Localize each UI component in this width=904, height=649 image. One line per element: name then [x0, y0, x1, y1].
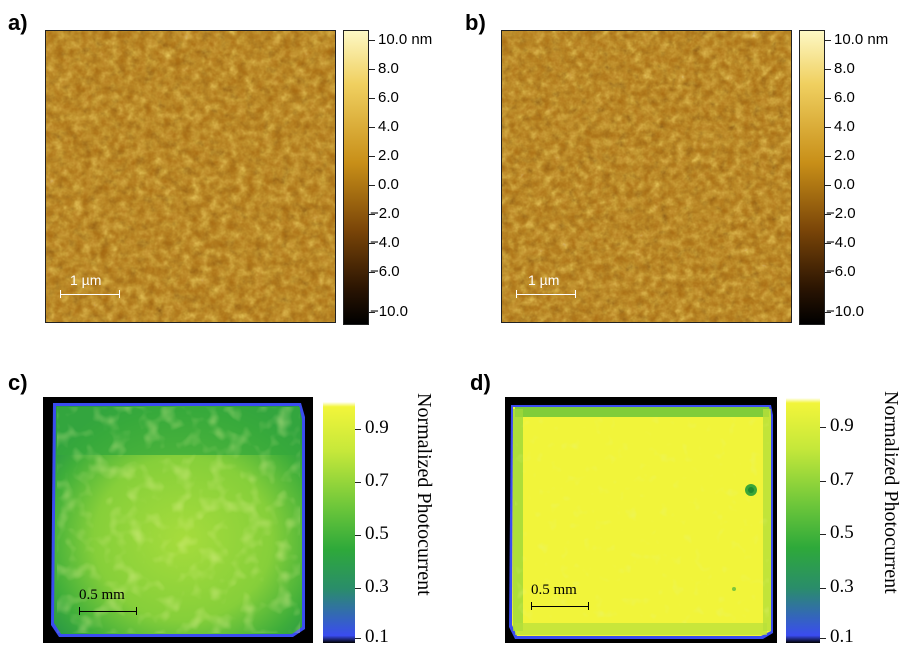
afm-tick-mark-b: [825, 127, 831, 128]
scalebar-label-c: 0.5 mm: [79, 587, 125, 603]
pc-tick-label-c: 0.3: [365, 576, 389, 597]
afm-tick-label-b: −2.0: [826, 205, 856, 222]
afm-tick-label-a: −2.0: [370, 205, 400, 222]
afm-tick-mark-b: [825, 40, 831, 41]
photocurrent-map-c: [43, 397, 313, 643]
pc-colorbar-c: [323, 397, 355, 643]
afm-tick-mark-b: [825, 98, 831, 99]
pc-tick-label-d: 0.5: [830, 522, 854, 543]
pc-colorbar-title-c: Normalized Photocurrent: [413, 393, 435, 596]
pc-tick-mark-d: [820, 638, 826, 639]
afm-tick-label-a: −4.0: [370, 234, 400, 251]
afm-tick-label-b: 0.0: [834, 176, 855, 193]
afm-tick-mark-b: [825, 312, 831, 313]
pc-tick-label-d: 0.9: [830, 415, 854, 436]
scalebar-c: 0.5 mm: [79, 587, 141, 617]
afm-tick-label-a: 2.0: [378, 147, 399, 164]
afm-tick-label-b: 8.0: [834, 60, 855, 77]
pc-tick-label-c: 0.9: [365, 417, 389, 438]
afm-tick-label-b: 10.0 nm: [834, 31, 889, 48]
afm-tick-label-a: 4.0: [378, 118, 399, 135]
afm-tick-mark-a: [369, 312, 375, 313]
afm-tick-mark-a: [369, 243, 375, 244]
afm-tick-mark-b: [825, 243, 831, 244]
scalebar-a: 1 µm: [60, 270, 122, 300]
afm-tick-label-a: 6.0: [378, 89, 399, 106]
afm-tick-label-b: 6.0: [834, 89, 855, 106]
panel-label-c: c): [8, 370, 28, 395]
afm-tick-mark-a: [369, 98, 375, 99]
panel-label-d: d): [470, 370, 491, 395]
afm-tick-mark-a: [369, 272, 375, 273]
afm-tick-label-a: −10.0: [370, 303, 408, 320]
scalebar-label-d: 0.5 mm: [531, 582, 577, 598]
afm-tick-mark-b: [825, 272, 831, 273]
pc-tick-mark-d: [820, 588, 826, 589]
afm-tick-label-b: 4.0: [834, 118, 855, 135]
pc-tick-label-d: 0.3: [830, 576, 854, 597]
pc-tick-mark-c: [355, 638, 361, 639]
afm-tick-mark-b: [825, 214, 831, 215]
afm-tick-mark-b: [825, 156, 831, 157]
photocurrent-map-d: [505, 397, 777, 643]
pc-tick-label-d: 0.7: [830, 469, 854, 490]
afm-colorbar-b: [799, 30, 825, 325]
pc-tick-label-c: 0.7: [365, 470, 389, 491]
scalebar-label-a: 1 µm: [70, 272, 102, 288]
pc-colorbar-d: [786, 393, 820, 643]
afm-tick-label-a: −6.0: [370, 263, 400, 280]
pc-tick-mark-d: [820, 534, 826, 535]
afm-tick-mark-b: [825, 185, 831, 186]
pc-tick-mark-d: [820, 427, 826, 428]
pc-tick-label-c: 0.5: [365, 523, 389, 544]
afm-tick-label-b: −6.0: [826, 263, 856, 280]
afm-tick-mark-a: [369, 127, 375, 128]
afm-tick-mark-a: [369, 214, 375, 215]
scalebar-d: 0.5 mm: [531, 582, 593, 612]
pc-tick-mark-c: [355, 429, 361, 430]
afm-tick-label-b: −10.0: [826, 303, 864, 320]
afm-tick-mark-a: [369, 69, 375, 70]
afm-tick-label-b: −4.0: [826, 234, 856, 251]
pc-colorbar-title-d: Normalized Photocurrent: [880, 391, 902, 594]
pc-tick-mark-c: [355, 535, 361, 536]
afm-image-b: [501, 30, 792, 323]
afm-tick-label-a: 0.0: [378, 176, 399, 193]
afm-colorbar-a: [343, 30, 369, 325]
panel-label-a: a): [8, 10, 28, 35]
pc-tick-label-c: 0.1: [365, 626, 389, 647]
afm-tick-label-b: 2.0: [834, 147, 855, 164]
pc-tick-mark-c: [355, 482, 361, 483]
scalebar-b: 1 µm: [516, 270, 578, 300]
afm-tick-mark-b: [825, 69, 831, 70]
afm-tick-mark-a: [369, 185, 375, 186]
panel-label-b: b): [465, 10, 486, 35]
afm-image-a: [45, 30, 336, 323]
scalebar-label-b: 1 µm: [528, 272, 560, 288]
pc-tick-mark-d: [820, 481, 826, 482]
pc-tick-mark-c: [355, 588, 361, 589]
afm-tick-mark-a: [369, 156, 375, 157]
afm-tick-mark-a: [369, 40, 375, 41]
afm-tick-label-a: 10.0 nm: [378, 31, 433, 48]
afm-tick-label-a: 8.0: [378, 60, 399, 77]
pc-tick-label-d: 0.1: [830, 626, 854, 647]
